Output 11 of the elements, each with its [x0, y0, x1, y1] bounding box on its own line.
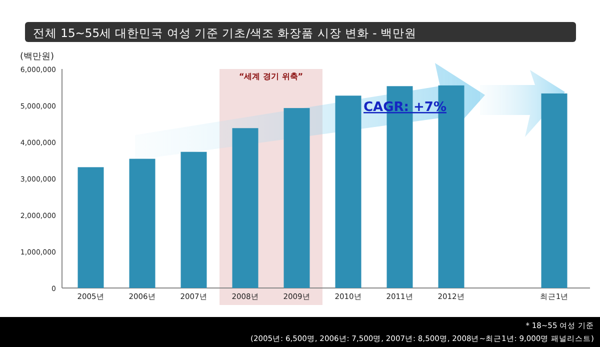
band-label: “세계 경기 위축”: [238, 72, 304, 81]
bar: [335, 96, 362, 288]
bar: [232, 128, 258, 288]
bar: [129, 158, 156, 288]
bar: [78, 167, 104, 288]
bar: [284, 108, 310, 288]
bar: [180, 152, 207, 288]
chart-title: 전체 15~55세 대한민국 여성 기준 기초/색조 화장품 시장 변화 - 백만원: [33, 26, 416, 40]
bar: [541, 93, 568, 288]
y-axis-title: (백만원): [20, 52, 54, 62]
title-bar: 전체 15~55세 대한민국 여성 기준 기초/색조 화장품 시장 변화 - 백만원: [25, 22, 576, 42]
